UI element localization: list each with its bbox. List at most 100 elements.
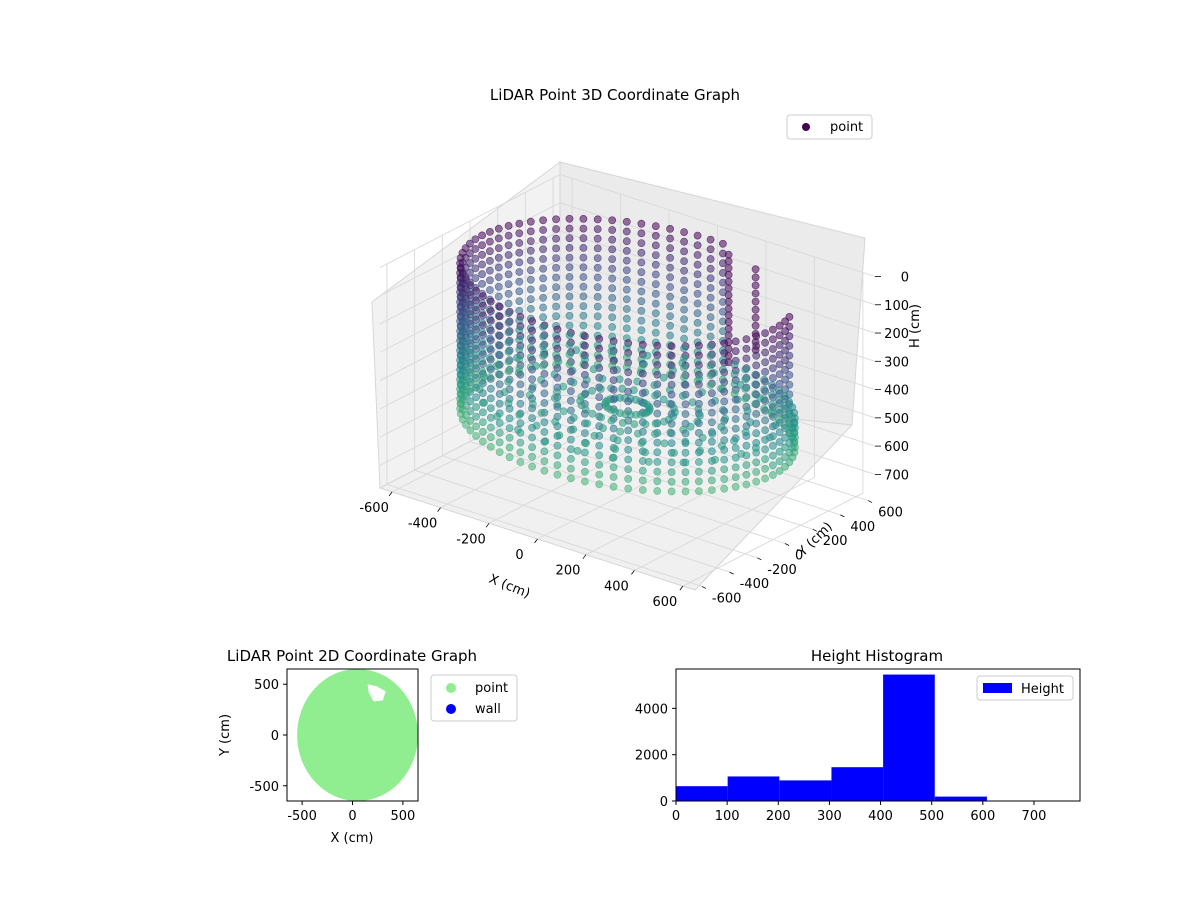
point-3d: [752, 380, 761, 389]
point-3d: [775, 331, 784, 340]
point-3d: [742, 441, 751, 450]
point-3d: [752, 371, 761, 379]
point-3d: [553, 470, 562, 479]
point-3d: [651, 319, 660, 327]
histogram-title: Height Histogram: [811, 647, 943, 665]
point-3d: [471, 274, 480, 282]
point-3d: [516, 438, 525, 447]
point-3d: [708, 486, 716, 494]
point-3d: [559, 407, 568, 416]
y-tick-label-hist: 4000: [635, 702, 668, 717]
point-3d: [583, 419, 592, 428]
point-3d: [680, 276, 688, 285]
point-3d: [695, 448, 703, 457]
point-3d: [634, 429, 642, 438]
point-3d: [680, 344, 688, 353]
chart-3d-title: LiDAR Point 3D Coordinate Graph: [490, 86, 740, 104]
point-3d: [761, 338, 769, 347]
point-3d: [761, 416, 769, 425]
point-3d: [708, 437, 716, 446]
point-3d: [471, 235, 480, 244]
point-3d: [695, 390, 703, 398]
point-3d: [493, 412, 502, 421]
point-3d: [752, 409, 761, 418]
point-3d: [528, 375, 536, 384]
point-3d: [595, 402, 604, 411]
point-3d: [651, 280, 660, 289]
point-3d: [539, 264, 547, 273]
y-tick-label-2d: 500: [254, 678, 279, 693]
point-3d: [552, 273, 560, 282]
point-3d: [706, 361, 715, 370]
point-3d: [651, 309, 660, 318]
point-3d: [742, 461, 751, 469]
point-3d: [752, 361, 761, 370]
chart-2d: LiDAR Point 2D Coordinate Graph -500 0 500…: [218, 647, 518, 846]
point-3d: [486, 384, 495, 393]
y-tick-mark-3d: [784, 543, 790, 546]
point-3d: [637, 287, 646, 296]
point-3d: [616, 427, 625, 436]
point-3d: [516, 370, 525, 379]
point-3d: [666, 234, 674, 243]
point-3d: [526, 237, 535, 245]
point-3d: [478, 360, 487, 368]
point-3d: [504, 338, 513, 347]
point-3d: [539, 216, 547, 225]
point-3d: [622, 275, 631, 284]
grid-line-x-5: [634, 256, 815, 571]
point-3d: [494, 282, 503, 291]
point-3d: [706, 293, 715, 302]
chart-3d: LiDAR Point 3D Coordinate Graph -600 -400…: [359, 86, 923, 610]
point-3d: [528, 462, 536, 471]
y-tick-label-3d: -400: [740, 577, 770, 592]
point-3d: [486, 326, 495, 335]
point-3d: [775, 428, 784, 437]
point-3d: [608, 453, 617, 462]
x-tick-mark-3d: [534, 538, 538, 544]
point-3d: [526, 246, 535, 255]
point-3d: [504, 270, 513, 279]
point-3d: [651, 241, 660, 250]
point-3d: [693, 318, 702, 327]
point-3d: [478, 427, 487, 436]
y-tick-mark-3d: [867, 500, 873, 503]
point-3d: [579, 302, 588, 310]
point-3d: [478, 260, 486, 269]
point-3d: [638, 476, 647, 485]
point-3d: [495, 341, 504, 350]
point-3d: [486, 442, 495, 451]
point-3d: [680, 315, 688, 324]
point-3d: [769, 325, 777, 334]
grid-line-z-2: [379, 230, 876, 334]
x-tick-mark-3d: [388, 491, 393, 497]
point-3d: [751, 273, 760, 282]
point-3d: [565, 273, 574, 281]
grid-line-y-1: [414, 249, 730, 573]
point-3d: [565, 243, 574, 252]
ticks-2d: -500 0 500 -500 0 500: [249, 678, 415, 824]
point-3d: [751, 313, 760, 322]
z-tick-label-3d: 0: [901, 271, 909, 286]
point-3d: [552, 244, 560, 253]
point-3d: [720, 455, 729, 464]
point-3d: [751, 265, 760, 274]
point-3d: [567, 435, 575, 444]
x-tick-label-3d: -600: [359, 501, 389, 516]
point-3d: [486, 404, 495, 412]
point-3d: [478, 241, 486, 249]
z-tick-label-3d: 400: [884, 384, 909, 399]
point-3d: [581, 429, 589, 437]
point-3d: [539, 255, 547, 263]
point-cloud-2d: [297, 669, 418, 801]
point-3d: [540, 457, 549, 465]
point-3d: [595, 334, 604, 343]
point-3d: [741, 365, 750, 374]
point-3d: [540, 437, 549, 446]
point-3d: [666, 312, 674, 320]
point-3d: [761, 474, 769, 483]
histogram-bar: [883, 674, 935, 801]
point-3d: [681, 410, 690, 418]
point-3d: [630, 420, 639, 428]
point-3d: [752, 468, 761, 476]
